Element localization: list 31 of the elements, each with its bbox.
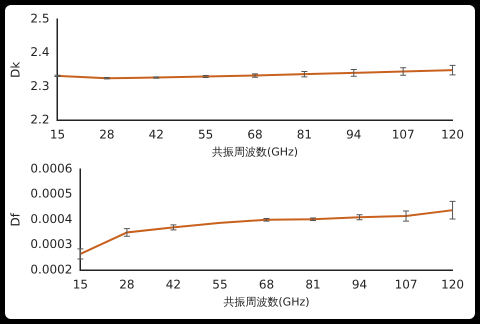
y-tick-label: 0.0002 [30, 262, 72, 277]
x-axis-title: 共振周波数(GHz) [223, 295, 310, 308]
x-tick-label: 15 [50, 128, 66, 142]
x-tick-label: 81 [305, 278, 321, 292]
x-tick-label: 28 [99, 128, 115, 142]
x-tick-label: 42 [166, 278, 182, 292]
x-tick-label: 107 [392, 128, 415, 142]
y-tick-label: 0.0005 [30, 186, 72, 201]
x-tick-label: 107 [394, 278, 418, 292]
x-tick-label: 42 [148, 128, 164, 142]
y-tick-label: 0.0004 [30, 212, 72, 226]
y-tick-label: 0.0003 [30, 237, 72, 252]
y-tick-label: 2.5 [30, 11, 50, 26]
x-tick-label: 94 [346, 128, 362, 142]
x-tick-label: 28 [119, 278, 135, 292]
x-tick-label: 68 [247, 128, 263, 142]
y-tick-label: 0.0006 [30, 161, 72, 176]
x-tick-label: 81 [296, 128, 312, 142]
y-axis-title: Df [8, 212, 22, 227]
x-axis-title: 共振周波数(GHz) [212, 145, 298, 158]
x-tick-label: 94 [352, 278, 368, 292]
x-tick-label: 55 [198, 128, 214, 142]
x-tick-label: 55 [212, 278, 228, 292]
x-tick-label: 120 [441, 278, 464, 292]
y-tick-label: 2.3 [30, 78, 50, 93]
x-tick-label: 120 [441, 128, 464, 142]
y-axis-title: Dk [8, 62, 22, 78]
x-tick-label: 68 [258, 278, 274, 292]
y-tick-label: 2.4 [30, 45, 50, 60]
y-tick-label: 2.2 [30, 112, 50, 127]
x-tick-label: 15 [72, 278, 88, 292]
